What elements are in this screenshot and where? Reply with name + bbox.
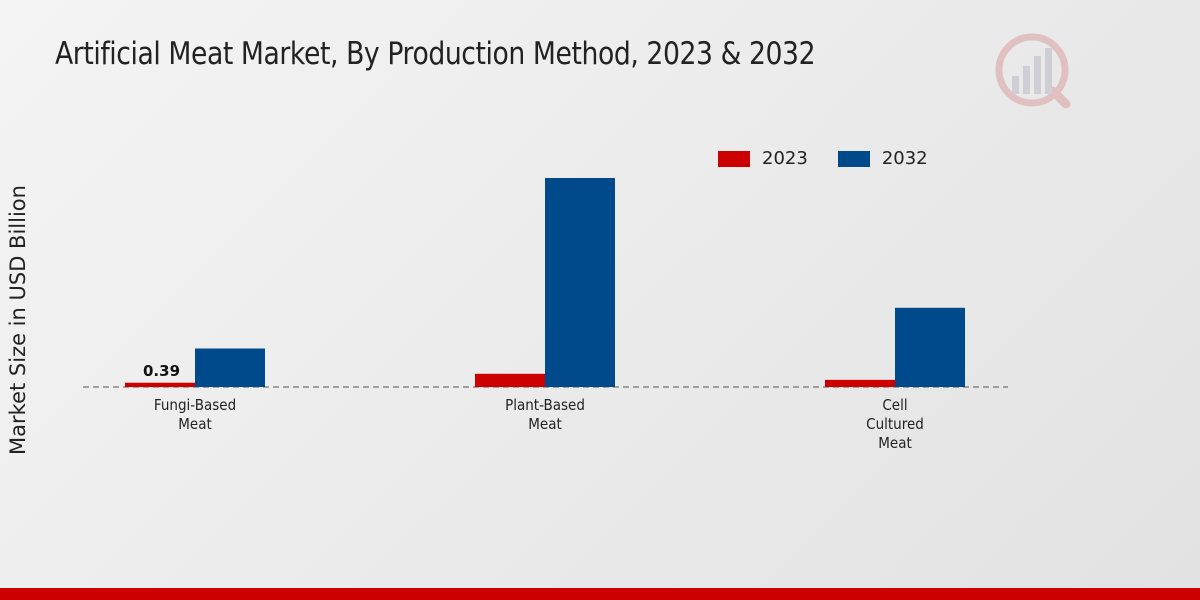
- x-tick-label-0: Fungi-Based Meat: [153, 396, 237, 433]
- bar-2032-1[interactable]: [545, 178, 615, 387]
- bar-2032-0[interactable]: [195, 348, 265, 388]
- legend-label-2032: 2032: [881, 148, 928, 169]
- data-label-0: 0.39: [143, 361, 181, 380]
- legend-swatch-2023: [718, 150, 750, 167]
- footer-bar: [0, 588, 1200, 600]
- bar-2023-0[interactable]: [125, 382, 195, 387]
- brand-logo-icon: [995, 33, 1071, 109]
- chart-title: Artificial Meat Market, By Production Me…: [55, 36, 816, 72]
- bar-2023-1[interactable]: [475, 373, 545, 387]
- bar-2023-2[interactable]: [825, 379, 895, 387]
- legend-label-2023: 2023: [762, 148, 808, 169]
- x-tick-label-2: Cell Cultured Meat: [866, 396, 924, 452]
- legend-swatch-2032: [837, 150, 870, 167]
- legend-item-2032[interactable]: 2032: [837, 148, 928, 169]
- x-tick-label-1: Plant-Based Meat: [505, 396, 585, 433]
- bar-2032-2[interactable]: [895, 307, 965, 387]
- legend: 2023 2032: [718, 148, 928, 169]
- legend-item-2023[interactable]: 2023: [718, 148, 808, 169]
